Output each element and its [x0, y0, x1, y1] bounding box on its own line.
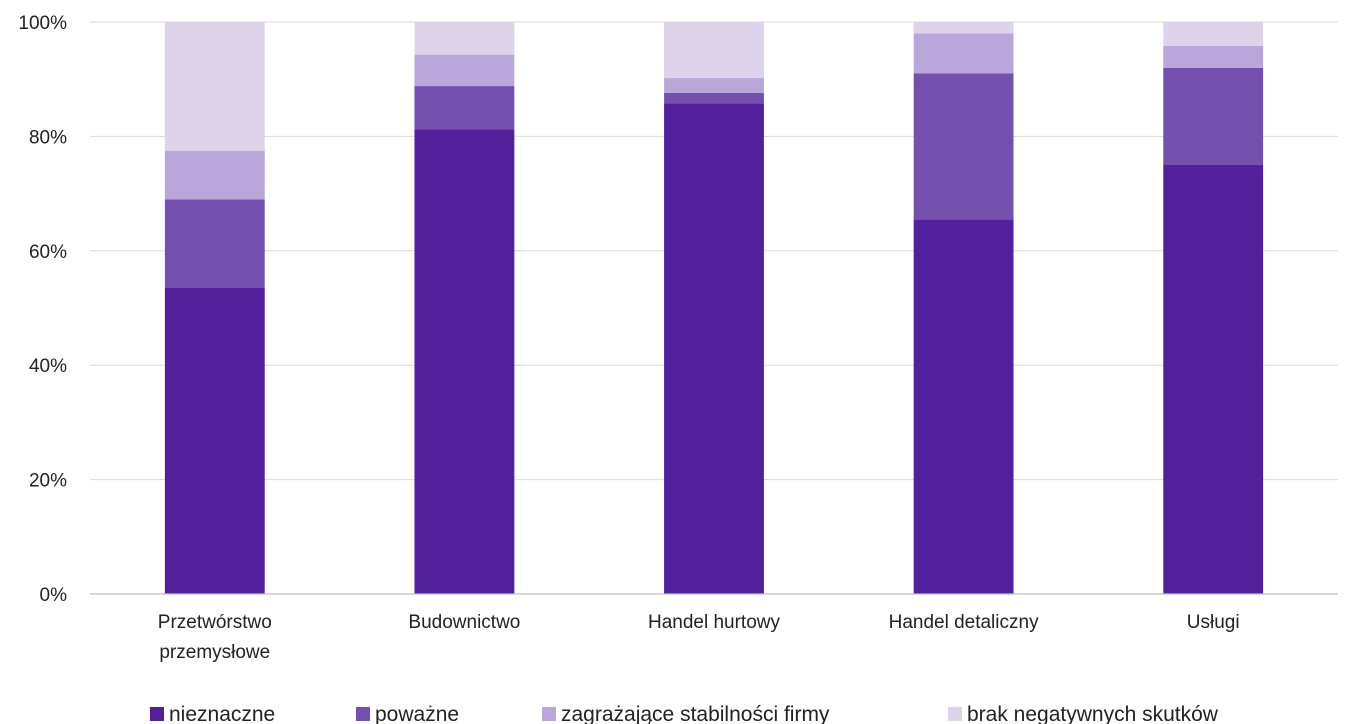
y-tick-label: 60% — [29, 242, 67, 263]
bar-segment-nieznaczne — [913, 219, 1014, 594]
x-category-label: Handel hurtowy — [648, 612, 781, 633]
legend-label: brak negatywnych skutków — [967, 703, 1219, 724]
x-category-label: Usługi — [1187, 612, 1240, 633]
bar-segment-zagrażające-stabilności-firmy — [414, 54, 515, 87]
y-tick-label: 100% — [18, 13, 67, 34]
bar-segment-zagrażające-stabilności-firmy — [913, 33, 1014, 74]
bar-segment-poważne — [164, 199, 265, 288]
legend-swatch — [948, 707, 962, 721]
x-category-label: Przetwórstwo — [158, 612, 272, 633]
bar-segment-zagrażające-stabilności-firmy — [1163, 46, 1264, 68]
bar-segment-poważne — [1163, 67, 1264, 165]
y-tick-label: 0% — [40, 585, 68, 606]
legend-label: zagrażające stabilności firmy — [561, 703, 830, 724]
x-category-label: Handel detaliczny — [889, 612, 1039, 633]
bar-segment-zagrażające-stabilności-firmy — [664, 78, 764, 93]
bar-segment-nieznaczne — [664, 103, 764, 594]
legend-label: poważne — [375, 703, 459, 724]
bar-segment-brak-negatywnych-skutków — [664, 22, 764, 79]
bar-segment-poważne — [414, 86, 515, 130]
x-category-label: Budownictwo — [408, 612, 520, 633]
bar-segment-nieznaczne — [414, 129, 515, 594]
legend-label: nieznaczne — [169, 703, 275, 724]
x-axis-category-labels: Przetwórstwo przemysłowe Budownictwo Handel… — [158, 612, 1240, 663]
bars — [164, 22, 1264, 594]
y-tick-label: 40% — [29, 356, 67, 377]
bar-segment-brak-negatywnych-skutków — [913, 22, 1014, 34]
bar-segment-poważne — [913, 73, 1014, 220]
bar-segment-nieznaczne — [164, 287, 265, 594]
legend-swatch — [356, 707, 370, 721]
legend: nieznaczne poważne zagrażające stabilności… — [150, 703, 1219, 724]
bar-segment-nieznaczne — [1163, 165, 1264, 594]
legend-swatch — [150, 707, 164, 721]
bar-segment-brak-negatywnych-skutków — [164, 22, 265, 151]
bar-segment-zagrażające-stabilności-firmy — [164, 150, 265, 200]
y-axis-tick-labels: 0% 20% 40% 60% 80% 100% — [18, 13, 67, 606]
x-category-label: przemysłowe — [159, 642, 270, 663]
bar-segment-poważne — [664, 92, 764, 104]
bar-segment-brak-negatywnych-skutków — [414, 22, 515, 55]
legend-swatch — [542, 707, 556, 721]
bar-segment-brak-negatywnych-skutków — [1163, 22, 1264, 47]
y-tick-label: 20% — [29, 471, 67, 492]
y-tick-label: 80% — [29, 127, 67, 148]
